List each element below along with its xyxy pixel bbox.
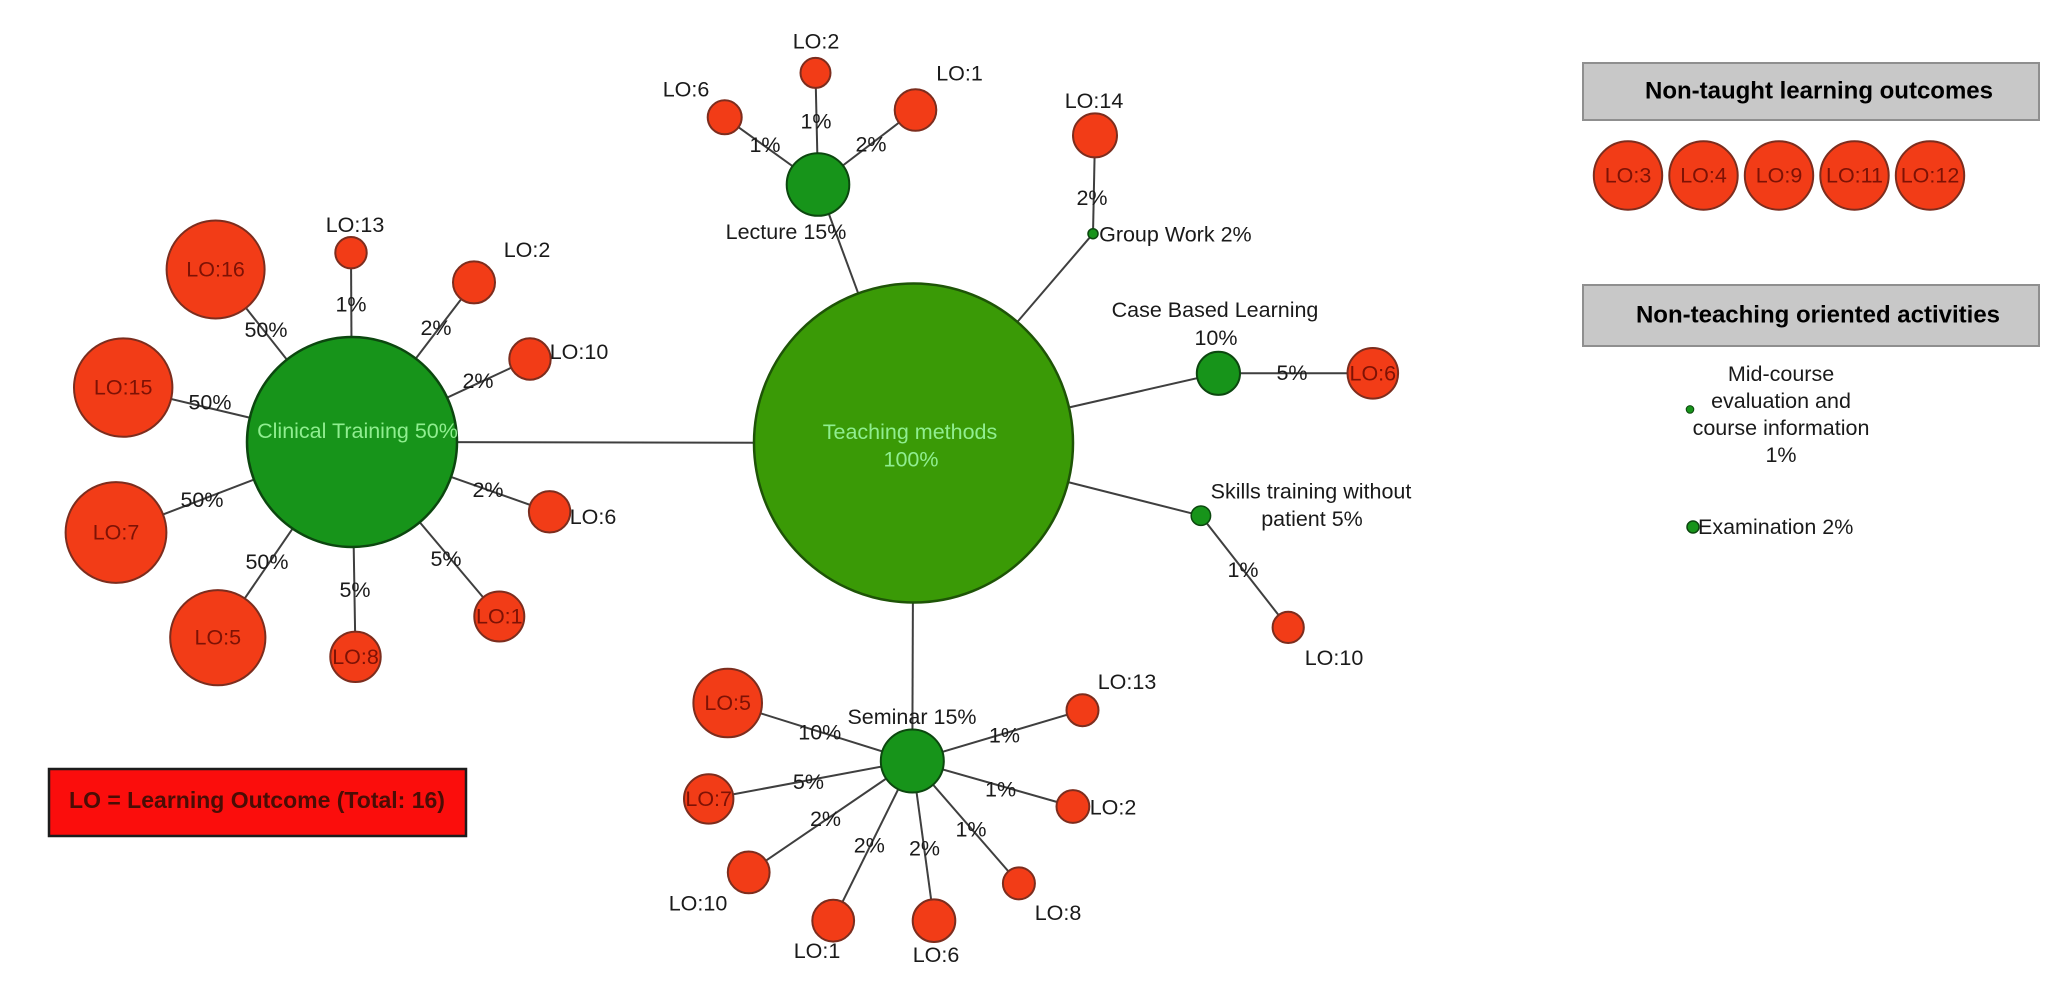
- svg-text:LO:8: LO:8: [1035, 901, 1082, 925]
- svg-text:LO:4: LO:4: [1680, 164, 1727, 188]
- svg-text:100%: 100%: [884, 448, 939, 472]
- svg-text:5%: 5%: [430, 547, 461, 571]
- svg-text:2%: 2%: [462, 369, 493, 393]
- svg-text:Teaching methods: Teaching methods: [823, 420, 998, 444]
- svg-text:1%: 1%: [989, 723, 1020, 747]
- svg-text:Group Work 2%: Group Work 2%: [1099, 223, 1252, 247]
- svg-text:10%: 10%: [1194, 326, 1237, 350]
- svg-text:1%: 1%: [1765, 443, 1796, 467]
- svg-text:LO:1: LO:1: [794, 939, 841, 963]
- svg-text:LO:16: LO:16: [186, 258, 245, 282]
- svg-text:1%: 1%: [955, 817, 986, 841]
- svg-text:LO:11: LO:11: [1826, 164, 1883, 188]
- svg-text:1%: 1%: [800, 110, 831, 134]
- svg-text:1%: 1%: [335, 293, 366, 317]
- svg-text:LO:1: LO:1: [476, 605, 523, 629]
- svg-text:Examination 2%: Examination 2%: [1698, 515, 1853, 539]
- svg-text:1%: 1%: [1227, 558, 1258, 582]
- svg-text:LO:5: LO:5: [194, 626, 241, 650]
- svg-text:5%: 5%: [1276, 361, 1307, 385]
- svg-text:50%: 50%: [245, 550, 288, 574]
- svg-text:2%: 2%: [420, 316, 451, 340]
- svg-text:LO:7: LO:7: [685, 787, 732, 811]
- svg-text:course information: course information: [1693, 416, 1870, 440]
- svg-text:Mid-course: Mid-course: [1728, 362, 1834, 386]
- svg-text:patient 5%: patient 5%: [1261, 507, 1363, 531]
- svg-text:LO:9: LO:9: [1756, 164, 1803, 188]
- svg-text:LO:6: LO:6: [663, 78, 710, 102]
- svg-text:50%: 50%: [180, 488, 223, 512]
- svg-text:2%: 2%: [810, 807, 841, 831]
- svg-text:LO:8: LO:8: [332, 645, 379, 669]
- svg-text:LO:10: LO:10: [550, 340, 609, 364]
- svg-text:LO:13: LO:13: [1098, 670, 1157, 694]
- svg-text:2%: 2%: [855, 133, 886, 157]
- svg-text:LO:6: LO:6: [913, 943, 960, 967]
- svg-text:2%: 2%: [854, 833, 885, 857]
- svg-text:1%: 1%: [749, 133, 780, 157]
- svg-text:LO:2: LO:2: [504, 238, 551, 262]
- svg-text:Clinical Training 50%: Clinical Training 50%: [257, 419, 458, 443]
- svg-text:Non-teaching oriented activiti: Non-teaching oriented activities: [1636, 302, 2000, 329]
- svg-text:LO:15: LO:15: [94, 376, 153, 400]
- svg-text:evaluation and: evaluation and: [1711, 389, 1851, 413]
- svg-text:Lecture 15%: Lecture 15%: [726, 220, 847, 244]
- svg-text:LO:10: LO:10: [1305, 646, 1364, 670]
- svg-text:5%: 5%: [793, 770, 824, 794]
- svg-text:2%: 2%: [1076, 186, 1107, 210]
- svg-text:LO:6: LO:6: [570, 505, 617, 529]
- svg-text:Skills training without: Skills training without: [1211, 480, 1412, 504]
- svg-text:50%: 50%: [188, 391, 231, 415]
- svg-text:LO:12: LO:12: [1901, 164, 1960, 188]
- svg-text:Case Based Learning: Case Based Learning: [1112, 298, 1319, 322]
- svg-text:LO:7: LO:7: [93, 521, 140, 545]
- svg-text:Non-taught learning outcomes: Non-taught learning outcomes: [1645, 78, 1993, 105]
- svg-text:1%: 1%: [985, 777, 1016, 801]
- svg-text:LO = Learning Outcome (Total:: LO = Learning Outcome (Total: 16): [69, 787, 445, 813]
- svg-text:LO:2: LO:2: [1090, 796, 1137, 820]
- svg-text:LO:5: LO:5: [704, 691, 751, 715]
- svg-text:LO:2: LO:2: [793, 30, 840, 54]
- svg-text:5%: 5%: [339, 578, 370, 602]
- svg-text:LO:1: LO:1: [936, 62, 983, 86]
- svg-text:Seminar 15%: Seminar 15%: [847, 705, 976, 729]
- svg-text:LO:14: LO:14: [1065, 89, 1124, 113]
- svg-text:LO:10: LO:10: [669, 892, 728, 916]
- svg-text:LO:3: LO:3: [1605, 164, 1652, 188]
- svg-text:LO:13: LO:13: [326, 213, 385, 237]
- svg-text:LO:6: LO:6: [1349, 361, 1396, 385]
- svg-text:50%: 50%: [244, 318, 287, 342]
- svg-text:2%: 2%: [909, 836, 940, 860]
- svg-text:2%: 2%: [472, 478, 503, 502]
- svg-text:10%: 10%: [798, 720, 841, 744]
